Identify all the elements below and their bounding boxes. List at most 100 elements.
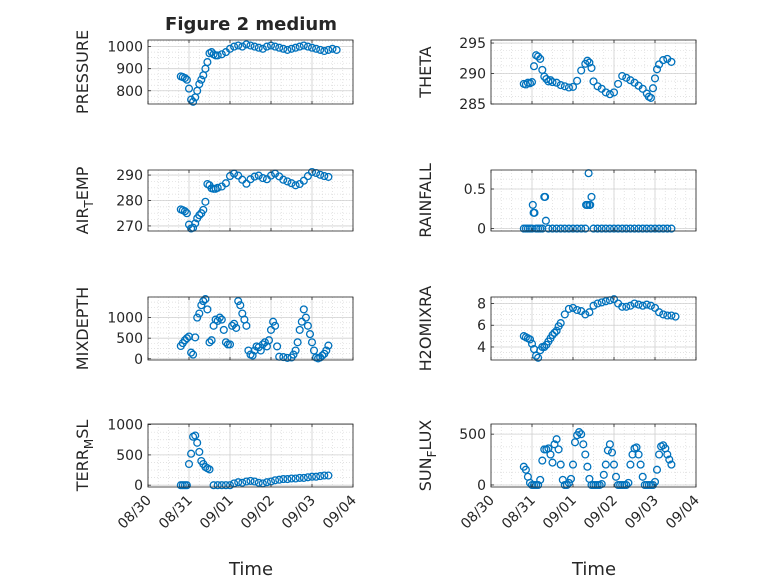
data-point — [195, 211, 204, 220]
data-point — [232, 323, 241, 332]
axes-box — [490, 296, 697, 361]
y-tick-label: 8 — [477, 297, 486, 313]
data-point — [236, 301, 245, 310]
data-point — [191, 431, 200, 440]
data-point — [529, 62, 539, 71]
data-point — [275, 43, 284, 52]
data-point — [295, 325, 304, 334]
data-point — [575, 428, 584, 437]
data-point — [663, 224, 672, 233]
data-point — [316, 170, 325, 179]
data-point — [225, 481, 235, 490]
x-tick-label: 08/31 — [156, 493, 196, 533]
data-point — [291, 43, 300, 52]
data-point — [283, 45, 292, 54]
data-point — [289, 350, 298, 359]
data-point — [597, 298, 606, 307]
data-point — [650, 303, 660, 312]
data-point — [521, 465, 530, 474]
x-tick-label: 08/30 — [458, 493, 498, 533]
data-point — [525, 335, 535, 344]
data-point — [318, 351, 327, 360]
data-point — [527, 78, 537, 87]
data-point — [630, 224, 639, 233]
data-point — [275, 475, 284, 484]
data-point — [234, 297, 243, 306]
y-tick-label: 500 — [116, 331, 143, 347]
y-tick-label: 285 — [459, 97, 486, 113]
data-point — [230, 42, 239, 51]
data-point — [246, 41, 255, 50]
axes-box — [147, 39, 354, 105]
data-point — [291, 474, 300, 483]
figure-title: Figure 2 medium — [165, 14, 337, 35]
y-tick-label: 0 — [477, 222, 486, 238]
data-point — [271, 476, 280, 485]
data-point — [552, 78, 561, 87]
data-point — [638, 84, 647, 93]
data-point — [667, 57, 676, 66]
plot-area — [491, 297, 696, 360]
data-point — [234, 478, 243, 487]
data-point — [203, 305, 212, 314]
data-point — [609, 460, 619, 469]
data-point — [254, 478, 263, 487]
data-point — [550, 440, 559, 449]
data-point — [556, 319, 565, 328]
x-tick-label: 09/04 — [663, 492, 703, 532]
data-point — [189, 97, 198, 106]
data-point — [320, 471, 329, 480]
data-point — [254, 43, 263, 52]
axes-box — [490, 423, 697, 488]
data-point — [197, 301, 206, 310]
data-point — [659, 56, 668, 65]
data-point — [593, 299, 602, 308]
data-point — [258, 340, 267, 349]
data-point — [203, 58, 212, 67]
data-point — [560, 310, 569, 319]
data-point — [262, 478, 271, 487]
data-point — [593, 82, 602, 91]
data-point — [303, 42, 312, 51]
data-point — [242, 477, 251, 486]
data-point — [269, 317, 278, 326]
data-point — [614, 79, 623, 88]
data-point — [655, 450, 664, 459]
x-tick-label: 09/01 — [197, 493, 237, 533]
data-point — [634, 300, 643, 309]
data-point — [626, 460, 635, 469]
data-point — [622, 480, 631, 490]
data-point — [534, 480, 543, 490]
data-point — [187, 95, 196, 104]
data-point — [622, 224, 631, 233]
data-point — [626, 224, 635, 233]
data-point — [242, 179, 251, 188]
data-point — [299, 305, 308, 314]
data-point — [581, 310, 590, 319]
data-point — [305, 330, 315, 339]
data-point — [316, 472, 325, 481]
x-axis-label-left: Time — [228, 559, 273, 580]
data-point — [573, 305, 582, 315]
data-point — [587, 63, 596, 73]
data-point — [581, 224, 590, 233]
data-point — [655, 308, 664, 317]
x-tick-label: 09/01 — [540, 493, 580, 533]
data-point — [303, 172, 312, 181]
data-point — [552, 224, 561, 233]
data-point — [221, 481, 230, 490]
data-point — [312, 472, 321, 481]
data-point — [632, 443, 641, 452]
data-point — [264, 336, 274, 345]
data-point — [573, 76, 582, 85]
data-point — [626, 76, 635, 85]
data-point — [230, 319, 239, 328]
data-point — [301, 313, 310, 322]
data-point — [283, 353, 292, 362]
data-point — [228, 321, 237, 330]
data-point — [587, 192, 596, 201]
data-point — [217, 50, 226, 59]
data-point — [215, 313, 224, 322]
data-point — [209, 481, 218, 490]
data-point — [271, 42, 280, 51]
